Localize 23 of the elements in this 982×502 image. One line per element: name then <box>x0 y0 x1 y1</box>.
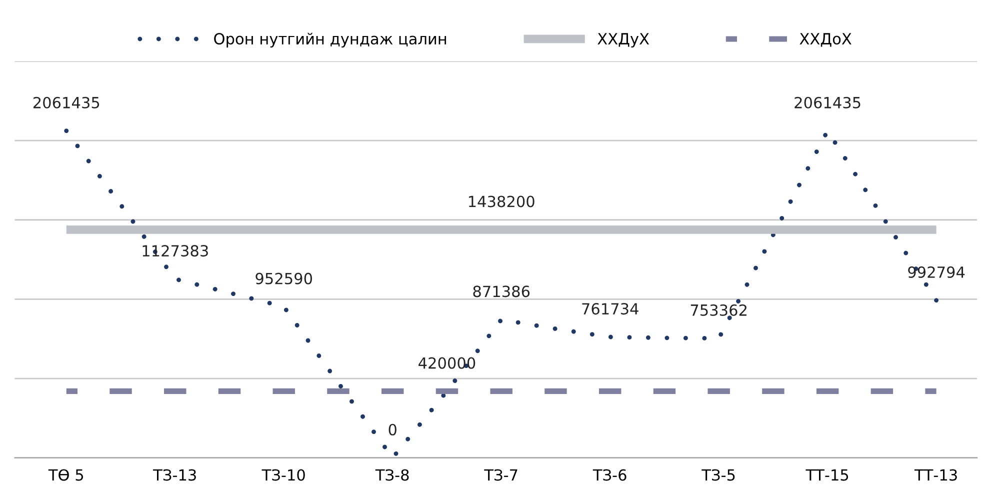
x-tick-label: ТТ-15 <box>806 469 848 481</box>
data-label: 1438200 <box>469 196 534 208</box>
x-tick-label: ТЗ-8 <box>375 469 409 481</box>
x-tick-label: ТЗ-10 <box>262 469 305 481</box>
data-label: 753362 <box>690 304 746 316</box>
x-tick-label: ТЗ-7 <box>484 469 518 481</box>
data-label: 2061435 <box>794 96 860 108</box>
data-label: 1127383 <box>142 245 208 257</box>
x-tick-label: ТӨ 5 <box>48 469 84 481</box>
x-tick-label: ТЗ-13 <box>153 469 196 481</box>
data-label: 420000 <box>418 357 476 369</box>
x-tick-label: ТЗ-6 <box>592 469 626 481</box>
legend-label: ХХДоХ <box>800 33 852 47</box>
data-label: 952590 <box>256 272 312 284</box>
data-label: 871386 <box>473 286 530 298</box>
legend-label: Орон нутгийн дундаж цалин <box>214 32 446 48</box>
data-label: 2061435 <box>33 96 100 108</box>
x-tick-label: ТЗ-5 <box>702 469 735 481</box>
data-label: 761734 <box>582 303 638 315</box>
data-label: 0 <box>388 424 396 436</box>
legend-label: ХХДуХ <box>598 33 650 48</box>
x-tick-label: ТТ-13 <box>914 469 957 481</box>
data-label: 992794 <box>908 266 965 278</box>
